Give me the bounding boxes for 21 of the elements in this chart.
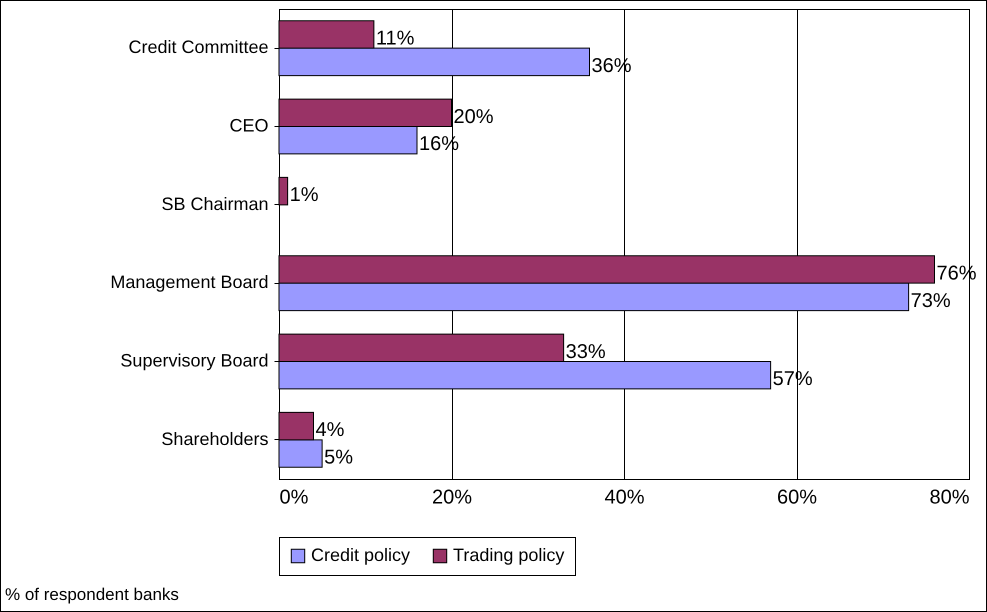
data-label: 1% xyxy=(290,184,319,206)
y-tick-label: CEO xyxy=(229,116,268,136)
x-tick-label: 60% xyxy=(776,486,818,508)
y-tick-label: Supervisory Board xyxy=(120,350,268,370)
legend-label: Credit policy xyxy=(311,545,410,565)
text: % of respondent banks xyxy=(5,585,179,605)
data-label: 20% xyxy=(454,106,494,128)
data-label: 73% xyxy=(910,290,951,312)
data-label: 5% xyxy=(324,446,354,469)
data-label: 4% xyxy=(316,419,345,442)
y-tick-label: Shareholders xyxy=(161,428,268,449)
y-tick-label: Management Board xyxy=(110,272,268,292)
data-label: 11% xyxy=(376,27,415,50)
legend-label: Trading policy xyxy=(453,545,564,565)
x-tick-label: 20% xyxy=(432,486,472,508)
data-label: 33% xyxy=(566,340,606,363)
y-tick-label: SB Chairman xyxy=(161,194,268,214)
y-tick-label: Credit Committee xyxy=(128,37,268,58)
x-tick-label: 40% xyxy=(604,486,645,508)
x-tick-label: 80% xyxy=(929,486,970,508)
x-tick-label: 0% xyxy=(280,486,309,508)
